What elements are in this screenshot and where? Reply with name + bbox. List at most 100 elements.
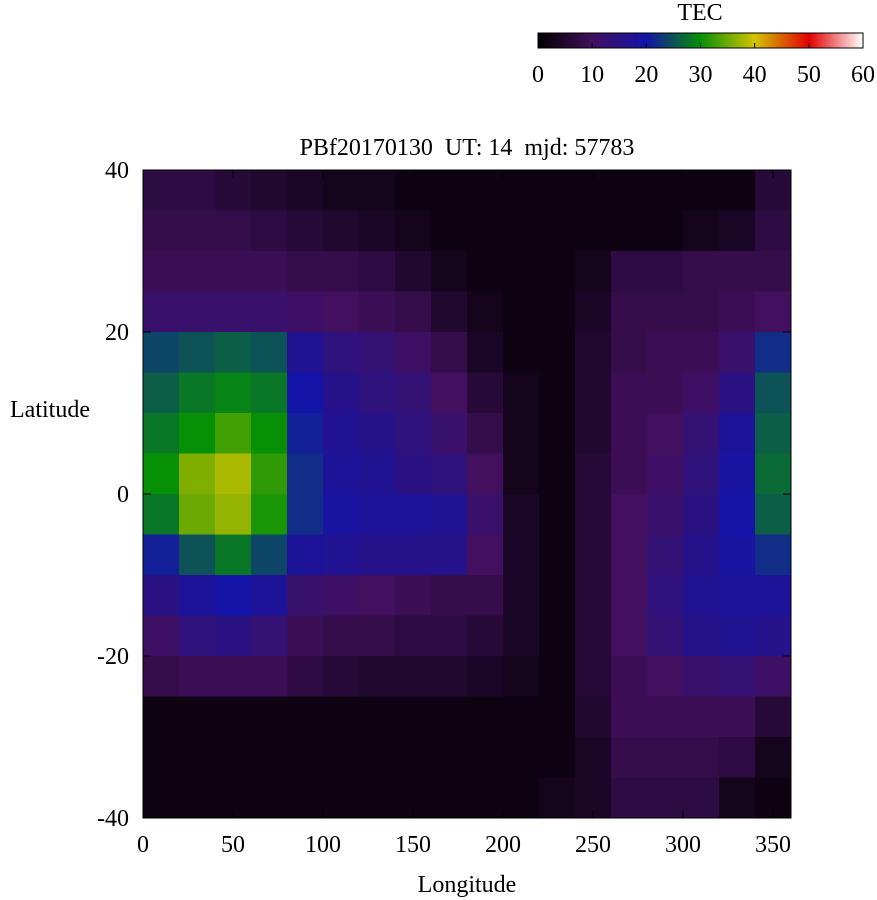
heatmap-cell [755,291,791,333]
heatmap-cell [431,737,468,779]
heatmap-cell [323,615,360,657]
heatmap-cell [719,534,756,576]
heatmap-cell [755,737,791,779]
heatmap-cell [251,615,288,657]
heatmap-cell [539,210,576,252]
heatmap-cell [395,372,432,414]
heatmap-cell [431,696,468,738]
heatmap-cell [395,534,432,576]
heatmap-cell [431,534,468,576]
heatmap-cell [647,737,684,779]
heatmap-cell [359,615,396,657]
heatmap-cell [647,453,684,495]
heatmap-cell [215,251,252,293]
heatmap-cell [251,170,288,212]
heatmap-cell [179,615,216,657]
heatmap-cell [215,413,252,455]
x-tick-label: 300 [665,832,701,858]
heatmap-cell [143,656,180,698]
heatmap-cell [287,575,324,617]
heatmap-cell [179,332,216,374]
heatmap-cell [719,494,756,536]
heatmap-cell [323,777,360,818]
heatmap-cell [575,575,612,617]
heatmap-cell [719,575,756,617]
heatmap-cell [755,575,791,617]
heatmap-cell [143,372,180,414]
heatmap-cell [467,534,504,576]
x-tick-label: 0 [137,832,149,858]
heatmap-cell [611,575,648,617]
heatmap-cell [143,615,180,657]
heatmap-cell [323,413,360,455]
x-tick-label: 250 [575,832,611,858]
heatmap-cell [431,413,468,455]
heatmap-cell [323,575,360,617]
heatmap-cell [539,372,576,414]
y-axis-label: Latitude [10,397,90,423]
chart-title: PBf20170130 UT: 14 mjd: 57783 [300,135,635,161]
colorbar-label: TEC [677,0,722,26]
x-tick-label: 50 [221,832,245,858]
heatmap-cell [359,575,396,617]
heatmap-cell [647,494,684,536]
heatmap-cell [503,372,540,414]
heatmap-cell [143,777,180,818]
heatmap-cell [647,615,684,657]
heatmap-cell [431,494,468,536]
colorbar-tick-label: 10 [580,62,604,88]
heatmap-cell [395,413,432,455]
heatmap-cell [143,251,180,293]
heatmap-cell [647,291,684,333]
heatmap-cell [575,534,612,576]
colorbar-tick-label: 60 [851,62,875,88]
heatmap-cell [143,737,180,779]
heatmap-cell [251,291,288,333]
colorbar-tick-label: 40 [743,62,767,88]
heatmap-cell [503,534,540,576]
heatmap-cell [323,534,360,576]
heatmap-cell [287,332,324,374]
heatmap-cell [755,494,791,536]
heatmap-cell [143,291,180,333]
heatmap-cell [539,332,576,374]
heatmap-cell [251,413,288,455]
heatmap-cell [611,413,648,455]
heatmap-cell [287,615,324,657]
colorbar-tick-label: 50 [797,62,821,88]
heatmap-cell [611,534,648,576]
heatmap-cell [503,170,540,212]
heatmap-cell [755,453,791,495]
heatmap-cell [611,332,648,374]
heatmap-cell [467,291,504,333]
heatmap-cell [179,372,216,414]
heatmap-cell [503,251,540,293]
heatmap-cell [611,777,648,818]
heatmap-cell [503,575,540,617]
heatmap-cell [575,696,612,738]
heatmap-cell [539,656,576,698]
heatmap-cell [467,777,504,818]
heatmap-cell [683,372,720,414]
heatmap-cell [179,210,216,252]
heatmap-cell [647,372,684,414]
heatmap-cell [431,210,468,252]
heatmap-cell [431,615,468,657]
heatmap-cell [395,210,432,252]
heatmap-cell [251,777,288,818]
heatmap-cell [359,291,396,333]
x-axis-label: Longitude [418,872,517,898]
heatmap-cell [143,332,180,374]
heatmap-cell [251,656,288,698]
heatmap-cell [719,291,756,333]
heatmap-cell [719,332,756,374]
heatmap-cell [431,251,468,293]
x-tick-label: 100 [305,832,341,858]
heatmap-cell [503,777,540,818]
heatmap-cell [323,656,360,698]
heatmap-cell [431,372,468,414]
heatmap-cell [431,332,468,374]
heatmap-cell [647,210,684,252]
heatmap-cell [575,656,612,698]
